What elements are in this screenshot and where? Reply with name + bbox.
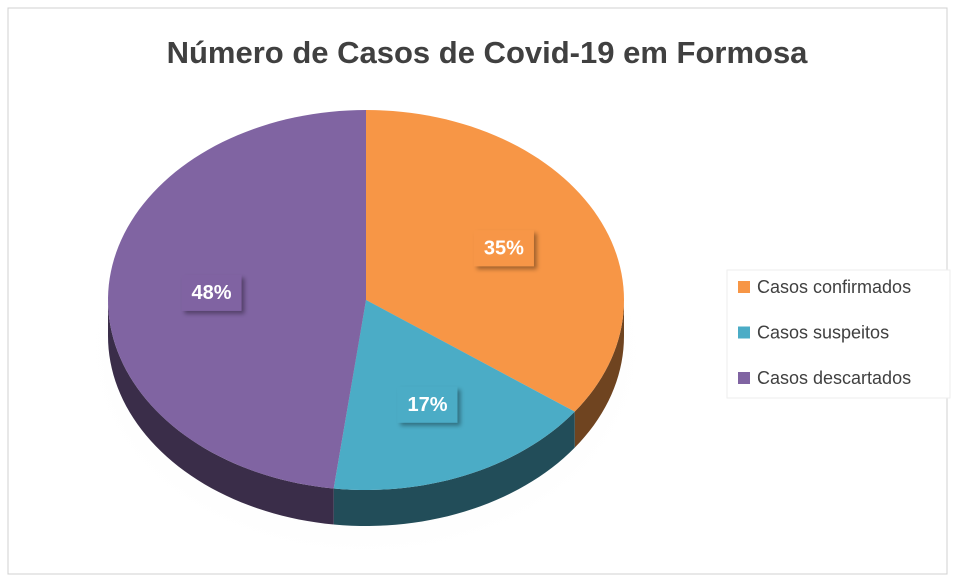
legend-swatch	[738, 372, 750, 384]
pie-sides	[108, 300, 624, 526]
data-label: 17%	[407, 394, 447, 416]
data-label: 35%	[484, 238, 524, 260]
data-label-box	[397, 386, 458, 423]
data-label-box	[473, 230, 534, 267]
data-label: 48%	[191, 282, 231, 304]
legend-label: Casos suspeitos	[757, 322, 889, 342]
pie-side	[574, 300, 624, 448]
pie-side	[333, 411, 575, 526]
data-label-box	[181, 274, 242, 311]
legend-frame	[726, 269, 951, 399]
pie-side	[108, 300, 334, 525]
legend-swatch	[738, 326, 750, 339]
legend-label: Casos descartados	[757, 368, 911, 388]
chart-title: Número de Casos de Covid-19 em Formosa	[167, 35, 809, 70]
legend-label: Casos confirmados	[757, 277, 911, 297]
legend-swatch	[738, 281, 750, 293]
